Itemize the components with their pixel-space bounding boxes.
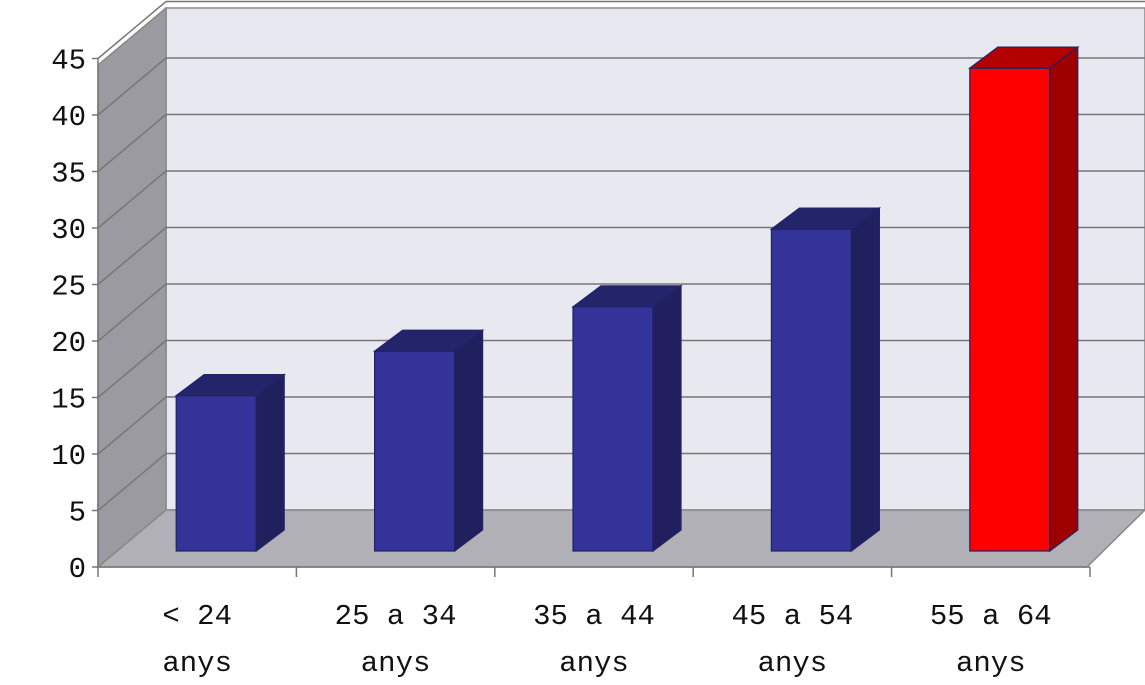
x-category-label: 35 a 44 anys [533,600,655,680]
gridline-side [97,113,167,173]
x-category-label-line: < 24 [162,600,232,633]
y-tick-label: 35 [51,158,86,191]
bar-front [572,306,654,552]
y-tick-label: 5 [69,497,86,530]
bar-front [175,395,257,552]
gridline-side [97,57,167,116]
gridline-side [97,396,167,455]
bar-front [770,228,853,552]
gridline-side [97,226,167,286]
x-category-label: 45 a 54 anys [731,600,853,680]
y-tick-label: 45 [51,45,86,78]
bar-side [255,373,285,553]
gridline-side [97,170,167,229]
bar [372,329,485,553]
x-category-label: 25 a 34 anys [335,600,457,680]
y-tick-label: 30 [51,214,86,247]
gridline-side [97,283,167,342]
gridline-side [97,339,167,399]
gridline-side [97,452,167,512]
bar-side [850,206,881,553]
y-tick-label: 40 [51,101,86,134]
bar-front [969,67,1051,552]
y-tick-label: 0 [69,553,86,586]
bars [174,45,1080,553]
x-category-label-line: 35 a 44 [533,600,655,633]
y-tick-label: 25 [51,271,86,304]
x-category-label-line: anys [361,647,431,680]
side-wall [97,6,167,569]
gridline-side [97,0,167,60]
x-category-label-line: anys [559,647,629,680]
x-category-label-line: anys [162,647,232,680]
bar-side [1049,45,1079,553]
x-category-label-line: 45 a 54 [731,600,853,633]
bar-side [652,284,682,553]
bar-front [374,350,456,552]
x-category-label-line: 25 a 34 [335,600,457,633]
x-category-label-line: anys [758,647,828,680]
bar [769,206,882,553]
bar [571,284,683,553]
bar [967,45,1080,553]
y-tick-label: 10 [51,440,86,473]
x-category-label: 55 a 64 anys [930,600,1052,680]
x-category-label-line: anys [956,647,1026,680]
x-category-label: < 24 anys [162,600,232,680]
x-axis [97,58,1091,577]
y-tick-label: 20 [51,327,86,360]
x-category-label-line: 55 a 64 [930,600,1052,633]
x-axis-labels: < 24 anys 25 a 34 anys 35 a 44 anys 45 a 54 any… [162,600,1051,680]
bar [174,373,287,553]
y-axis-ticks: 0 5 10 15 20 25 30 35 40 45 [51,45,98,586]
bar-side [454,329,484,553]
y-tick-label: 15 [51,384,86,417]
